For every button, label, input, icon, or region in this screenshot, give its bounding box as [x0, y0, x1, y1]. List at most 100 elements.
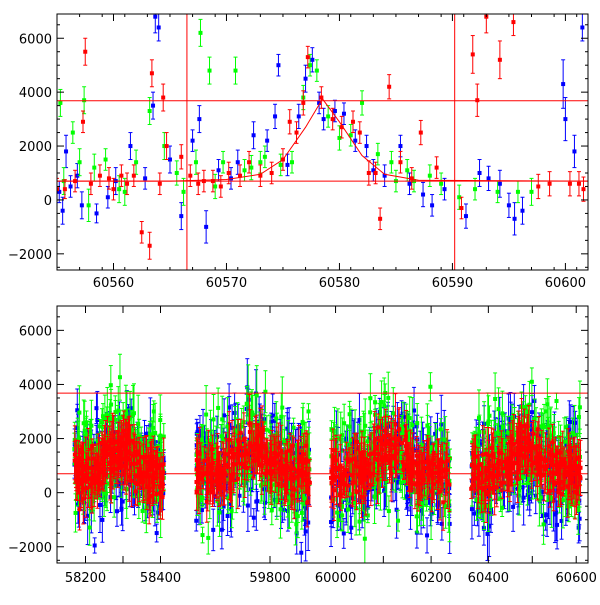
top-series-point	[315, 69, 319, 73]
bottom-series-point	[77, 411, 81, 415]
top-series-point	[95, 211, 99, 215]
top-series-point	[111, 187, 115, 191]
top-series-point	[234, 69, 238, 73]
top-series-point	[561, 82, 565, 86]
top-series-point	[516, 190, 520, 194]
top-series-point	[430, 203, 434, 207]
top-ytick-label: 0	[44, 194, 52, 209]
top-series-point	[568, 182, 572, 186]
bottom-series-point	[112, 495, 116, 499]
bottom-series-point	[511, 505, 515, 509]
top-series-point	[153, 15, 157, 19]
top-series-point	[78, 160, 82, 164]
top-series-point	[378, 217, 382, 221]
top-series-point	[151, 104, 155, 108]
bottom-series-point	[530, 410, 534, 414]
top-series-point	[464, 214, 468, 218]
bottom-series-point	[120, 507, 124, 511]
top-series-point	[182, 190, 186, 194]
bottom-series-point	[201, 533, 205, 537]
top-series-point	[128, 144, 132, 148]
top-series-point	[175, 171, 179, 175]
bottom-series-point	[254, 500, 258, 504]
top-series-point	[83, 50, 87, 54]
bottom-series-point	[299, 551, 303, 555]
top-series-point	[478, 171, 482, 175]
top-fit-curve	[57, 99, 588, 181]
top-series-point	[157, 25, 161, 29]
top-series-point	[498, 58, 502, 62]
top-series-point	[249, 166, 253, 170]
top-series-point	[236, 160, 240, 164]
top-series-point	[279, 163, 283, 167]
top-series-point	[71, 131, 75, 135]
top-series-point	[443, 187, 447, 191]
top-series-point	[304, 77, 308, 81]
top-series-point	[204, 225, 208, 229]
top-series-point	[387, 85, 391, 89]
top-series-point	[358, 131, 362, 135]
top-series-point	[297, 114, 301, 118]
bottom-series-point	[425, 533, 429, 537]
top-series-point	[513, 217, 517, 221]
top-xtick-label: 60570	[206, 276, 247, 291]
top-series-point	[132, 174, 136, 178]
top-ytick-label: 4000	[19, 86, 52, 101]
top-series-point	[353, 139, 357, 143]
bottom-series-point	[152, 409, 156, 413]
top-series-point	[351, 120, 355, 124]
bottom-series-point	[212, 417, 216, 421]
top-series-point	[301, 101, 305, 105]
bottom-series-point	[153, 431, 157, 435]
top-series-point	[63, 187, 67, 191]
top-series-point	[333, 109, 337, 113]
top-series-point	[273, 114, 277, 118]
top-series-point	[530, 190, 534, 194]
bottom-series-point	[194, 519, 198, 523]
top-series-point	[428, 174, 432, 178]
top-series-point	[580, 25, 584, 29]
top-series-point	[308, 63, 312, 67]
top-series-point	[104, 158, 108, 162]
top-xtick-label: 60600	[545, 276, 586, 291]
top-series-point	[322, 117, 326, 121]
bottom-series-point	[132, 411, 136, 415]
top-series-point	[191, 139, 195, 143]
top-series-point	[365, 144, 369, 148]
bottom-series-point	[219, 434, 223, 438]
bottom-series-point	[109, 403, 113, 407]
bottom-series-point	[226, 514, 230, 518]
top-series-point	[219, 184, 223, 188]
top-series-point	[165, 144, 169, 148]
top-series-point	[227, 171, 231, 175]
top-series-point	[290, 160, 294, 164]
top-series-point	[258, 160, 262, 164]
top-ytick-label: −2000	[8, 248, 52, 263]
top-series-point	[473, 187, 477, 191]
bottom-series-point	[304, 529, 308, 533]
top-series-point	[376, 152, 380, 156]
top-series-point	[158, 182, 162, 186]
top-series-point	[572, 149, 576, 153]
bottom-series-point	[349, 526, 353, 530]
top-series-point	[306, 55, 310, 59]
top-xtick-label: 60590	[432, 276, 473, 291]
top-series-point	[82, 98, 86, 102]
top-series-point	[243, 168, 247, 172]
top-series-point	[140, 230, 144, 234]
top-series-point	[487, 176, 491, 180]
bottom-series-point	[246, 504, 250, 508]
top-series-point	[498, 182, 502, 186]
top-series-point	[64, 149, 68, 153]
top-series-point	[496, 190, 500, 194]
bottom-series-point	[292, 426, 296, 430]
top-series-point	[389, 160, 393, 164]
bottom-series-point	[252, 516, 256, 520]
bottom-series-point	[109, 383, 113, 387]
bottom-series-point	[342, 531, 346, 535]
top-series-point	[125, 182, 129, 186]
top-series-point	[117, 187, 121, 191]
bottom-series-point	[300, 511, 304, 515]
top-series-point	[374, 171, 378, 175]
